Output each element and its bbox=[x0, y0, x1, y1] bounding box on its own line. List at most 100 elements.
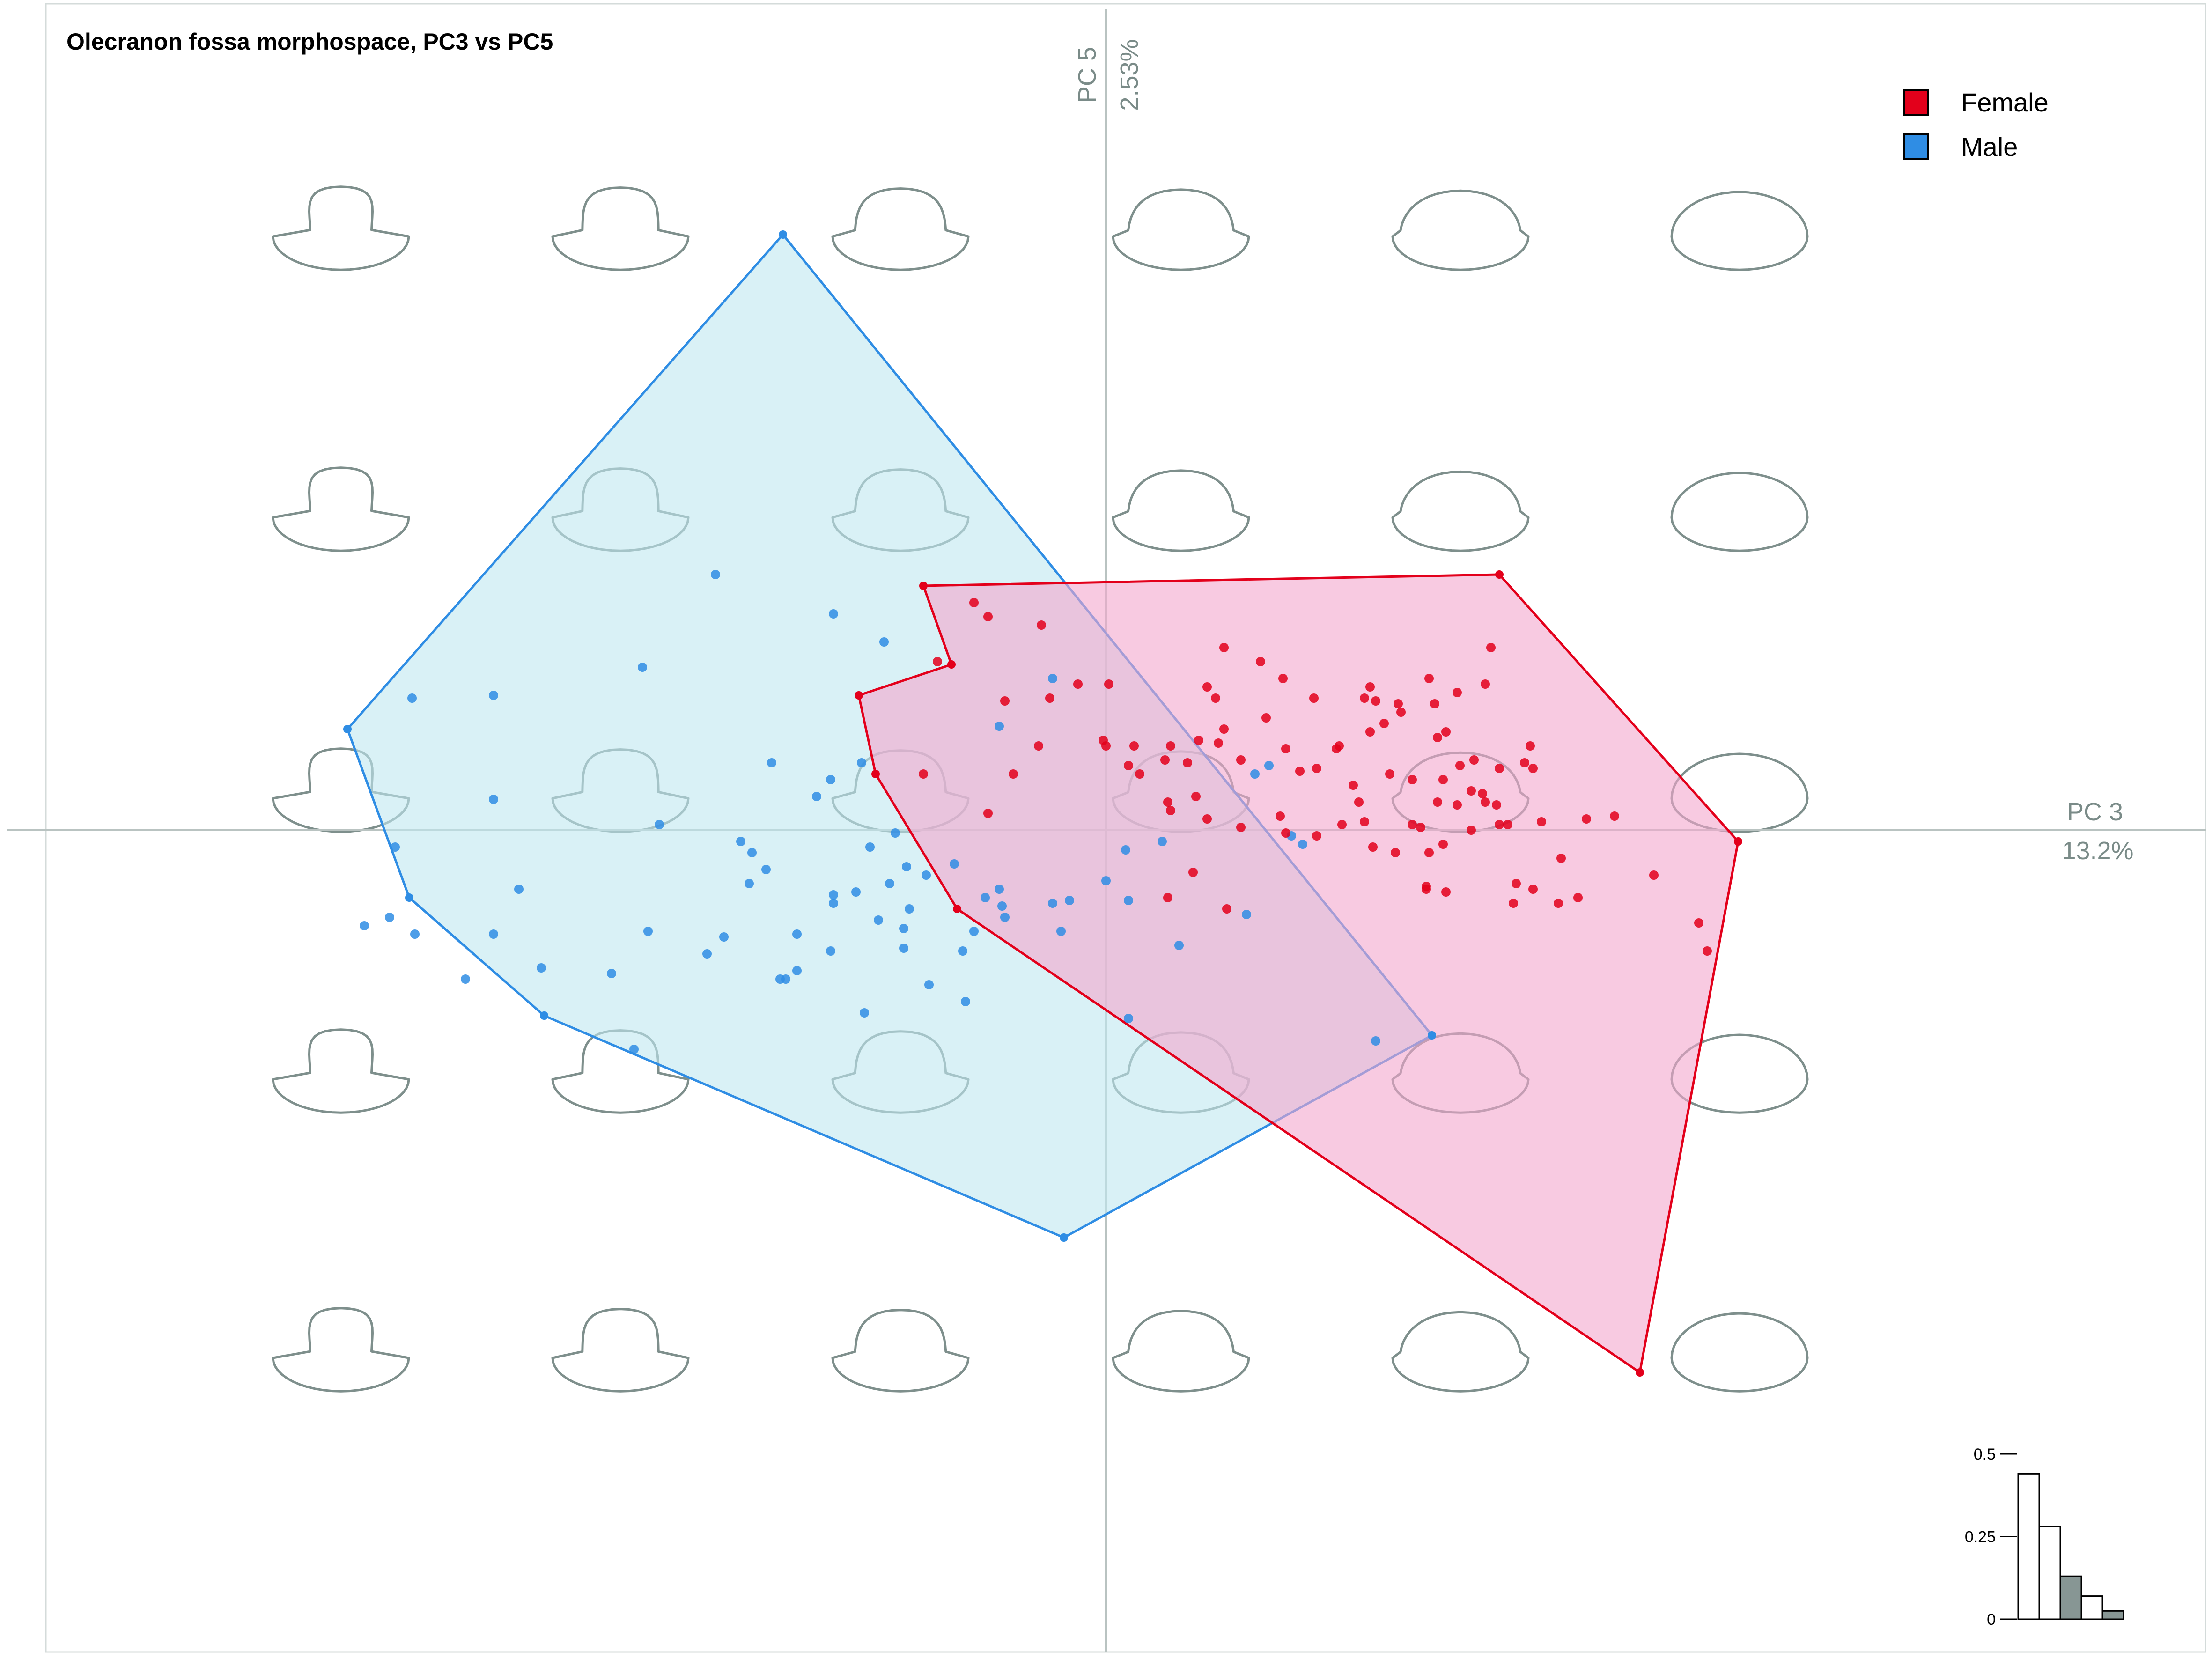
female-point bbox=[1495, 820, 1504, 829]
female-point bbox=[1349, 781, 1358, 790]
female-point bbox=[1236, 755, 1246, 765]
female-point bbox=[1163, 893, 1172, 902]
male-point bbox=[865, 842, 875, 852]
male-point bbox=[391, 842, 400, 852]
male-point bbox=[736, 837, 745, 846]
female-point bbox=[1135, 769, 1144, 779]
female-point bbox=[1433, 733, 1442, 742]
female-point bbox=[1424, 674, 1434, 683]
male-point bbox=[385, 913, 394, 922]
male-point bbox=[826, 946, 835, 956]
inset-bar bbox=[2101, 1610, 2124, 1620]
male-point bbox=[874, 915, 883, 925]
female-point bbox=[1481, 679, 1490, 689]
male-point bbox=[407, 693, 417, 703]
female-point bbox=[1526, 741, 1535, 751]
female-point bbox=[1703, 946, 1712, 956]
female-point bbox=[1371, 696, 1380, 706]
female-point bbox=[1385, 769, 1394, 779]
male-point bbox=[997, 901, 1007, 911]
female-point bbox=[1365, 682, 1375, 692]
female-point bbox=[1430, 699, 1439, 708]
male-point bbox=[829, 890, 838, 900]
female-point bbox=[1261, 713, 1271, 723]
warp-shape-outline bbox=[551, 1308, 690, 1393]
female-point bbox=[1360, 817, 1369, 826]
male-point bbox=[969, 927, 979, 936]
warp-shape-outline bbox=[272, 1307, 410, 1393]
female-point bbox=[1295, 767, 1305, 776]
female-point bbox=[1166, 741, 1175, 751]
male-point bbox=[961, 997, 970, 1006]
female-point bbox=[1236, 823, 1246, 832]
male-point bbox=[812, 792, 821, 801]
warp-shape-outline bbox=[1391, 1311, 1530, 1393]
warp-shape-outline bbox=[1112, 1310, 1250, 1393]
male-point bbox=[1056, 927, 1066, 936]
male-point bbox=[922, 870, 931, 880]
male-point bbox=[1124, 896, 1133, 905]
legend: Female Male bbox=[1903, 88, 2049, 162]
female-point bbox=[1495, 764, 1504, 773]
female-point bbox=[1222, 904, 1231, 914]
male-point bbox=[1158, 837, 1167, 846]
female-point bbox=[969, 598, 979, 607]
male-point bbox=[981, 893, 990, 902]
female-point bbox=[1528, 764, 1538, 773]
male-point bbox=[1048, 674, 1057, 683]
female-point bbox=[1202, 814, 1212, 824]
female-point bbox=[1478, 789, 1487, 798]
female-point bbox=[1441, 887, 1451, 897]
female-point bbox=[1037, 620, 1046, 630]
female-point bbox=[1520, 758, 1529, 767]
female-point bbox=[1045, 693, 1054, 703]
female-point bbox=[1467, 826, 1476, 835]
male-hull-vertex bbox=[1428, 1031, 1436, 1040]
female-point bbox=[1391, 848, 1400, 857]
chart-title: Olecranon fossa morphospace, PC3 vs PC5 bbox=[66, 29, 553, 55]
female-point bbox=[1438, 840, 1448, 849]
female-point bbox=[1214, 738, 1223, 748]
male-hull-vertex bbox=[1060, 1233, 1068, 1242]
female-point bbox=[1000, 696, 1010, 706]
male-point bbox=[995, 885, 1004, 894]
male-point bbox=[489, 795, 498, 804]
male-point bbox=[857, 758, 866, 767]
legend-swatch-male bbox=[1903, 133, 1929, 160]
male-point bbox=[1101, 876, 1111, 885]
female-hull-vertex bbox=[1734, 837, 1742, 846]
inset-tick-label: 0 bbox=[1987, 1611, 1996, 1629]
female-point bbox=[1124, 761, 1133, 770]
y-axis-name: PC 5 bbox=[1073, 47, 1101, 103]
inset-bar bbox=[2038, 1526, 2061, 1620]
female-point bbox=[1503, 820, 1512, 829]
female-point bbox=[933, 657, 942, 666]
female-point bbox=[1396, 708, 1406, 717]
male-point bbox=[851, 887, 861, 897]
x-axis-name: PC 3 bbox=[2067, 798, 2123, 826]
male-point bbox=[489, 929, 498, 939]
female-hull-vertex bbox=[919, 582, 928, 590]
male-hull-vertex bbox=[343, 725, 352, 733]
y-axis-variance: 2.53% bbox=[1115, 39, 1143, 111]
plot-frame bbox=[45, 3, 2206, 1653]
male-point bbox=[826, 775, 835, 784]
male-point bbox=[1065, 896, 1074, 905]
female-point bbox=[1582, 814, 1591, 824]
male-point bbox=[702, 949, 712, 959]
male-point bbox=[719, 932, 729, 942]
male-point bbox=[860, 1008, 869, 1018]
inset-bar bbox=[2017, 1473, 2040, 1620]
warp-shape-outline bbox=[272, 1028, 410, 1114]
male-hull-vertex bbox=[405, 893, 413, 902]
male-point bbox=[829, 899, 838, 908]
male-point bbox=[1371, 1036, 1380, 1046]
female-point bbox=[1694, 918, 1703, 928]
warp-shape-outline bbox=[551, 186, 690, 271]
female-point bbox=[1486, 643, 1496, 652]
female-point bbox=[1469, 755, 1479, 765]
female-hull-vertex bbox=[871, 770, 880, 778]
female-point bbox=[1211, 693, 1220, 703]
male-point bbox=[792, 929, 802, 939]
